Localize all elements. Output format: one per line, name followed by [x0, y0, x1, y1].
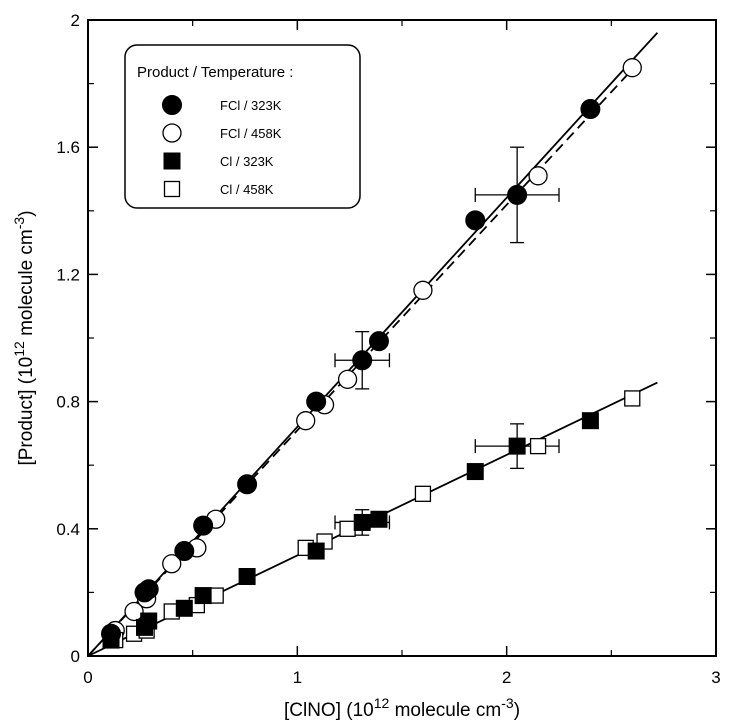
data-point — [529, 437, 547, 455]
y-tick-label: 0.4 — [56, 520, 80, 539]
y-axis-title-part: ) — [16, 210, 37, 216]
data-point — [508, 437, 526, 455]
data-point — [238, 568, 256, 585]
y-axis-title-sup: -3 — [11, 217, 27, 230]
x-axis-title-sup: -3 — [501, 695, 514, 711]
legend-label: FCl / 458K — [220, 126, 282, 141]
data-point — [124, 601, 144, 622]
data-point — [370, 510, 388, 528]
data-point — [413, 280, 433, 300]
x-axis-title-sup: 12 — [374, 695, 390, 711]
x-axis-title-part: ) — [514, 700, 520, 721]
legend-label: Cl / 458K — [220, 182, 274, 197]
y-axis-title-part: molecule cm — [16, 229, 37, 341]
x-axis-title-part: molecule cm — [389, 700, 501, 721]
legend-entries: FCl / 323K FCl / 458K Cl / 323K Cl / 458K — [162, 95, 282, 198]
legend-label: FCl / 323K — [220, 98, 282, 113]
data-point — [306, 391, 327, 412]
data-point — [414, 485, 432, 502]
data-point — [237, 474, 258, 495]
data-point — [174, 541, 195, 562]
data-point — [580, 99, 601, 120]
data-point — [193, 515, 214, 536]
legend-entry: FCl / 458K — [162, 123, 282, 143]
data-markers — [101, 58, 642, 649]
y-tick-label: 1.2 — [56, 265, 80, 284]
x-tick-label: 0 — [83, 668, 92, 687]
y-tick-label: 1.6 — [56, 138, 80, 157]
y-tick-label: 2 — [71, 11, 80, 30]
data-point — [138, 579, 159, 600]
data-point — [140, 612, 158, 630]
x-tick-label: 2 — [502, 668, 511, 687]
x-tick-label: 3 — [711, 668, 720, 687]
data-point — [581, 412, 599, 430]
legend-box — [124, 44, 361, 209]
legend-entry: Cl / 458K — [163, 180, 274, 198]
data-point — [507, 184, 528, 205]
y-axis-title-part: [Product] (10 — [16, 357, 37, 466]
data-point — [368, 331, 389, 352]
data-point — [175, 599, 193, 617]
axis-ticks: 0 1 2 3 0 0.4 0.8 1.2 1.6 2 — [56, 11, 720, 687]
data-point — [465, 210, 486, 231]
y-tick-label: 0 — [71, 647, 80, 666]
data-point — [337, 369, 358, 389]
data-point — [102, 631, 120, 649]
x-axis-title: [ClNO] (1012 molecule cm-3) — [284, 695, 520, 721]
data-point — [162, 554, 182, 574]
y-tick-label: 0.8 — [56, 393, 80, 412]
legend-marker — [163, 152, 181, 170]
data-point — [528, 166, 548, 186]
data-point — [624, 390, 641, 407]
legend-title: Product / Temperature : — [137, 64, 293, 81]
y-axis-title-sup: 12 — [11, 341, 27, 357]
data-point — [296, 411, 316, 431]
data-point — [194, 587, 212, 605]
data-point — [353, 513, 371, 531]
x-axis-title-part: [ClNO] (10 — [284, 700, 374, 721]
legend-label: Cl / 323K — [220, 154, 274, 169]
error-bars — [334, 146, 560, 536]
legend-entry: Cl / 323K — [163, 152, 274, 170]
x-tick-label: 1 — [293, 668, 302, 687]
data-point — [352, 350, 373, 371]
data-point — [339, 520, 356, 537]
legend-entry: FCl / 323K — [162, 95, 282, 115]
data-point — [307, 542, 325, 560]
data-point — [622, 58, 642, 78]
legend-marker — [162, 95, 182, 115]
y-axis-title: [Product] (1012 molecule cm-3) — [11, 210, 37, 465]
legend-marker — [162, 123, 182, 143]
data-point — [466, 463, 484, 481]
legend-marker — [163, 180, 181, 198]
